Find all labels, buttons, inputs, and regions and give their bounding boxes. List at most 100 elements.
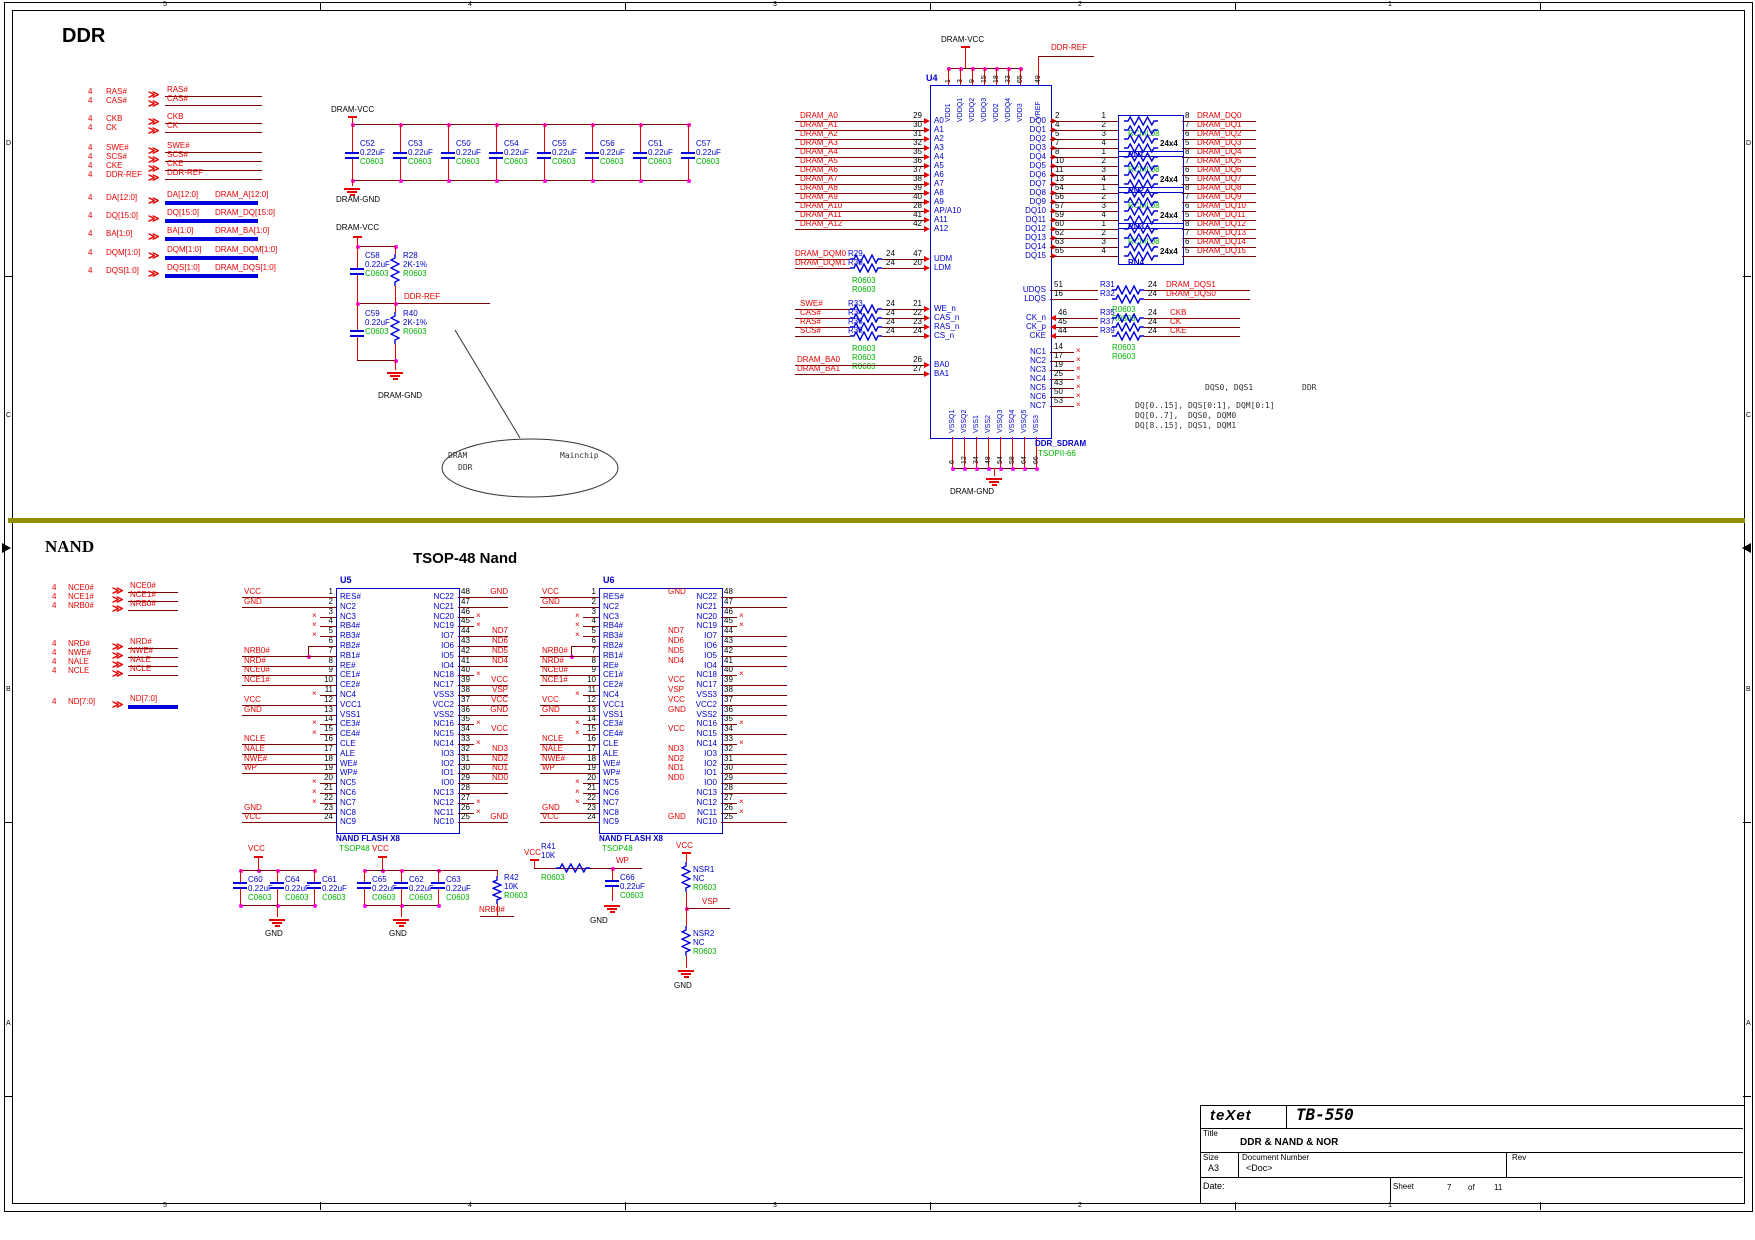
net-label: SCS# <box>167 150 188 159</box>
ref-des: RN4 <box>1128 258 1145 267</box>
pin-label: CE4# <box>340 729 361 738</box>
pin-label: DQ2 <box>1029 134 1046 143</box>
wire <box>320 724 336 725</box>
pin-arrow <box>924 163 930 169</box>
sheet-ref-number: 4 <box>52 697 57 706</box>
pin-number: 28 <box>724 783 733 792</box>
wire <box>458 646 508 647</box>
pin-label: NC13 <box>433 788 454 797</box>
wire <box>165 96 262 97</box>
capacitor <box>441 152 455 154</box>
pin-label: DQ8 <box>1029 188 1046 197</box>
zone-label: A <box>1746 1020 1751 1027</box>
net-label: NALE <box>542 744 563 753</box>
footprint: R0603 <box>693 883 717 892</box>
port-name: CK <box>106 123 118 132</box>
wire <box>1056 318 1098 319</box>
nand-section-title: NAND <box>45 537 95 556</box>
chip-name: DDR_SDRAM <box>1035 439 1087 448</box>
footprint: TSOP48 <box>602 844 633 853</box>
ground-symbol <box>610 911 615 913</box>
ref-des: R33 <box>848 299 863 308</box>
pin-arrow <box>1050 324 1056 330</box>
wire <box>277 889 278 905</box>
wire <box>972 68 973 85</box>
x-mark: × <box>575 630 580 639</box>
footprint: C0603 <box>600 157 624 166</box>
wire <box>1050 184 1118 185</box>
wire <box>948 68 949 85</box>
ref-des: NSR1 <box>693 865 715 874</box>
port-name: SCS# <box>106 152 127 161</box>
capacitor <box>633 152 647 154</box>
wire <box>242 744 336 745</box>
capacitor <box>537 157 551 159</box>
pin-number: 42 <box>913 219 922 228</box>
pin-number: 43 <box>1054 378 1063 387</box>
pin-number: 12 <box>324 695 333 704</box>
pin-label: CE2# <box>603 680 624 689</box>
power-net-label: VCC <box>524 848 541 857</box>
wire <box>996 68 997 85</box>
pin-label: NC5 <box>603 778 620 787</box>
ref-des: R37 <box>1100 317 1115 326</box>
wire <box>1050 290 1098 291</box>
wire <box>592 124 593 152</box>
ref-des: R32 <box>1100 289 1115 298</box>
resistor <box>1112 285 1144 295</box>
wire <box>540 685 599 686</box>
ground-symbol <box>604 905 620 907</box>
power-net-label: GND <box>265 929 283 938</box>
capacitor <box>350 330 364 332</box>
net-label: SWE# <box>167 141 190 150</box>
pin-label: DQ4 <box>1029 152 1046 161</box>
wire <box>1050 361 1074 362</box>
vendor-logo: teXet <box>1210 1107 1252 1124</box>
wire <box>795 193 924 194</box>
wire <box>458 695 508 696</box>
wire <box>795 268 850 269</box>
pin-number: 8 <box>1185 147 1190 156</box>
pin-label: NC22 <box>696 592 717 601</box>
wire <box>583 695 599 696</box>
wire <box>1050 238 1118 239</box>
ground-symbol <box>390 375 400 377</box>
value: 0.22uF <box>248 884 273 893</box>
pin-label: NC10 <box>696 817 717 826</box>
wire <box>458 666 508 667</box>
pin-label: NC4 <box>340 690 357 699</box>
x-mark: × <box>739 669 744 678</box>
pin-number: 43 <box>461 636 470 645</box>
x-mark: × <box>575 718 580 727</box>
x-mark: × <box>312 611 317 620</box>
wire <box>320 617 336 618</box>
net-label: GND <box>668 587 686 596</box>
junction-dot <box>974 466 979 471</box>
pin-label: WE# <box>603 759 621 768</box>
pin-label: NC15 <box>433 729 454 738</box>
wire <box>583 626 599 627</box>
wire <box>1050 352 1074 353</box>
net-label: NCLE <box>542 734 564 743</box>
pin-number: 20 <box>913 258 922 267</box>
pin-label: RB2# <box>340 641 361 650</box>
wire <box>357 303 490 304</box>
power-net-label: VCC <box>248 844 265 853</box>
capacitor <box>394 882 408 884</box>
pin-number: 51 <box>1054 280 1063 289</box>
x-mark: × <box>575 797 580 806</box>
pin-label: VSS1 <box>973 415 980 433</box>
wire <box>458 617 474 618</box>
title-label: Title <box>1203 1129 1218 1138</box>
x-mark: × <box>1076 382 1081 391</box>
port-name: BA[1:0] <box>106 229 133 238</box>
net-label: VCC <box>491 695 508 704</box>
wire <box>4 822 12 823</box>
pin-number: 36 <box>461 705 470 714</box>
sheet-ref-number: 4 <box>52 648 57 657</box>
net-label: NRB0# <box>130 599 156 608</box>
wire <box>612 887 613 901</box>
port-name: ND[7:0] <box>68 697 96 706</box>
net-label: NCLE <box>130 664 152 673</box>
wire <box>458 783 508 784</box>
